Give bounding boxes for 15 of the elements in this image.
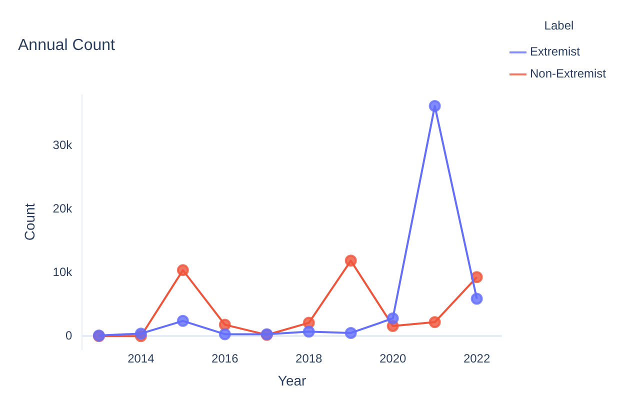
x-axis-title: Year [278, 372, 307, 388]
y-axis-title: Count [21, 203, 38, 241]
y-tick-label: 0 [65, 328, 72, 342]
x-tick-label: 2014 [128, 351, 155, 366]
y-tick-label: 30k [52, 138, 74, 152]
x-tick-label: 2020 [379, 351, 406, 366]
x-tick-label: 2022 [463, 351, 490, 366]
x-tick-label: 2016 [212, 351, 239, 366]
x-tick-label: 2018 [296, 351, 323, 366]
chart-title: Annual Count [18, 37, 116, 54]
legend-label: Extremist [530, 44, 581, 59]
legend-label: Non-Extremist [530, 66, 607, 81]
legend-title: Label [544, 18, 574, 32]
y-tick-label: 10k [52, 265, 74, 280]
y-tick-label: 20k [52, 202, 74, 216]
